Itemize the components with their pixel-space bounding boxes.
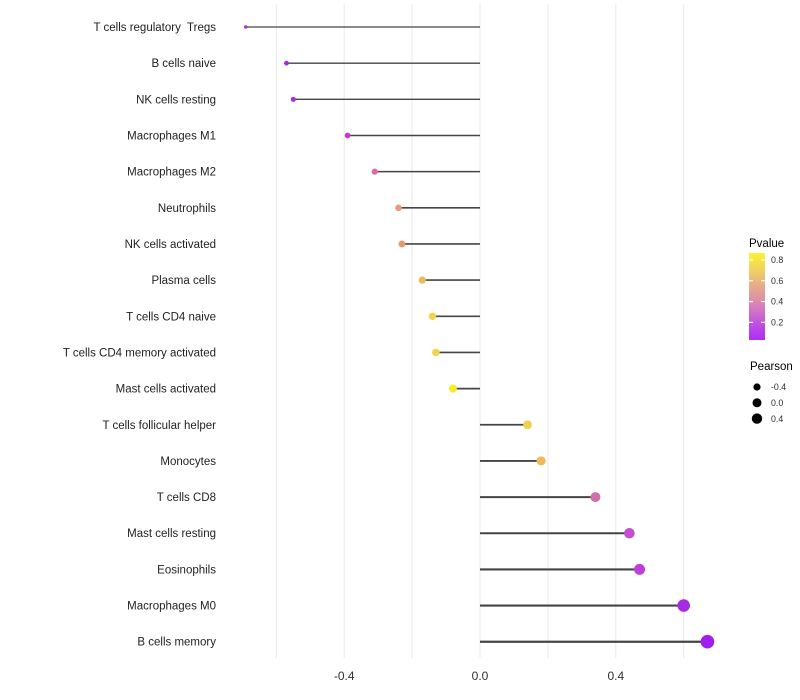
category-label: Macrophages M0: [127, 601, 216, 613]
category-label: Mast cells resting: [127, 528, 216, 540]
lollipop-dot: [624, 527, 635, 539]
pearson-legend-title: Pearson: [750, 361, 793, 373]
pearson-legend-dot: [753, 383, 761, 391]
category-label: Plasma cells: [151, 275, 216, 287]
lollipop-dot: [395, 204, 402, 212]
lollipop-dot: [448, 384, 457, 393]
category-label: T cells follicular helper: [102, 420, 216, 432]
category-label: T cells regulatory Tregs: [93, 22, 216, 34]
category-label: Eosinophils: [157, 564, 216, 576]
lollipop-dot: [371, 168, 378, 175]
pearson-legend-label: 0.0: [771, 398, 783, 408]
pvalue-tick-label: 0.8: [771, 255, 783, 265]
x-tick-label: 0.0: [472, 669, 489, 683]
lollipop-dot: [634, 563, 646, 575]
category-label: Neutrophils: [158, 203, 216, 215]
lollipop-dot: [344, 132, 351, 139]
pearson-legend-label: 0.4: [771, 414, 783, 424]
lollipop-dot: [700, 634, 715, 649]
pvalue-legend-title: Pvalue: [749, 238, 785, 250]
category-label: T cells CD4 naive: [126, 311, 216, 323]
category-label: B cells memory: [137, 637, 216, 649]
pvalue-colorbar: [749, 253, 765, 340]
lollipop-dot: [398, 240, 406, 248]
category-label: Macrophages M1: [127, 130, 216, 142]
category-label: NK cells activated: [125, 239, 216, 251]
lollipop-dot: [590, 492, 601, 503]
pearson-legend-dot: [751, 413, 763, 424]
lollipop-dot: [523, 420, 532, 430]
x-tick-label: 0.4: [607, 669, 624, 683]
lollipop-dot: [244, 25, 248, 29]
category-label: B cells naive: [151, 58, 216, 70]
lollipop-dot: [418, 276, 426, 284]
lollipop-dot: [284, 60, 289, 66]
pearson-legend-dot: [752, 398, 762, 408]
category-label: Macrophages M2: [127, 167, 216, 179]
x-tick-label: -0.4: [334, 669, 355, 683]
category-label: T cells CD8: [157, 492, 216, 504]
pvalue-tick-label: 0.6: [771, 276, 783, 286]
category-label: Mast cells activated: [116, 384, 216, 396]
lollipop-dot: [290, 96, 296, 102]
category-label: T cells CD4 memory activated: [63, 347, 216, 359]
category-label: NK cells resting: [136, 94, 216, 106]
category-label: Monocytes: [160, 456, 216, 468]
lollipop-dot: [536, 456, 546, 466]
pvalue-tick-label: 0.4: [771, 297, 783, 307]
lollipop-dot: [677, 599, 690, 612]
lollipop-dot: [432, 348, 440, 357]
lollipop-dot: [428, 312, 437, 320]
pvalue-tick-label: 0.2: [771, 317, 783, 327]
pearson-legend-label: -0.4: [771, 382, 786, 392]
